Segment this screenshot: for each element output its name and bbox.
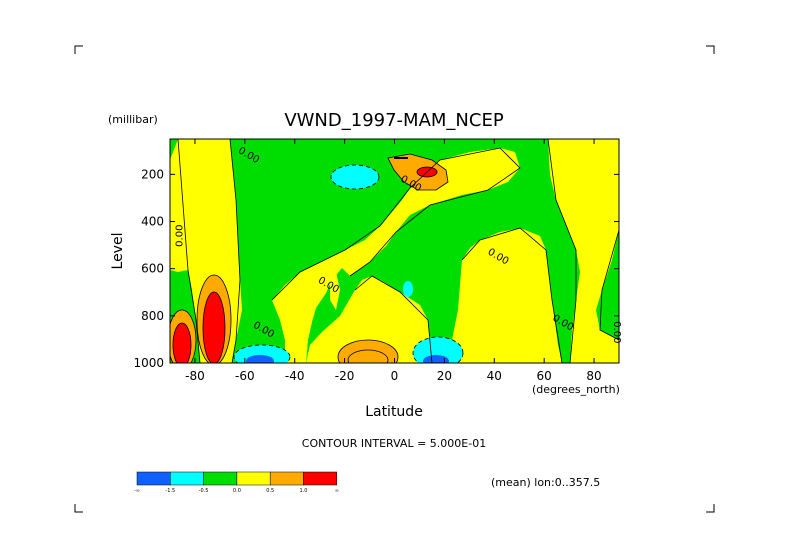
fill-yellow-mid — [440, 228, 562, 363]
colorbar-swatch — [236, 471, 271, 486]
y-tick-label: 400 — [141, 215, 164, 229]
contour-line — [202, 291, 226, 363]
mean-annotation: (mean) lon:0..357.5 — [491, 476, 600, 489]
contour-line-dashed — [412, 336, 464, 363]
fill-red-south-2 — [203, 292, 225, 363]
y-tick-label: 800 — [141, 309, 164, 323]
x-tick-label: 80 — [586, 369, 601, 383]
contour-line — [170, 309, 197, 363]
y-tick-label: 1000 — [133, 356, 164, 370]
colorbar-swatch — [170, 471, 204, 486]
y-axis-label: Level — [110, 233, 126, 270]
colorbar-label: 1.0 — [300, 488, 308, 494]
colorbar-swatch — [136, 471, 171, 486]
colorbar-label: -∞ — [134, 488, 140, 494]
contour-line — [354, 275, 433, 363]
contour-interval: CONTOUR INTERVAL = 5.000E-01 — [302, 437, 486, 450]
contour-line — [177, 139, 201, 363]
colorbar-label: 0.5 — [266, 488, 274, 494]
x-axis: -80 -60 -40 -20 0 20 40 60 80 — [185, 139, 602, 383]
contour-label: 0.00 — [174, 225, 185, 247]
fill-cyan-small — [403, 281, 413, 297]
fill-red-south-1 — [173, 323, 191, 363]
x-tick-label: -40 — [285, 369, 305, 383]
contour-line — [461, 227, 563, 363]
x-tick-label: -60 — [235, 369, 255, 383]
colorbar-label: 0.0 — [233, 488, 241, 494]
contour-fill — [170, 139, 619, 363]
fill-cyan-surface — [413, 337, 463, 363]
fill-yellow-west-small — [330, 272, 340, 310]
contour-line — [347, 349, 389, 363]
colorbar: -∞ -1.5 -0.5 0.0 0.5 1.0 ∞ — [134, 471, 339, 494]
contour-line-dashed — [330, 164, 380, 190]
x-tick-label: 20 — [437, 369, 452, 383]
y-tick-label: 200 — [141, 167, 164, 181]
colorbar-swatch — [303, 471, 338, 486]
chart-title: VWND_1997-MAM_NCEP — [284, 110, 504, 131]
crop-mark-bottom-right — [706, 504, 715, 513]
y-tick-label: 600 — [141, 262, 164, 276]
fill-blue-surface — [423, 355, 449, 363]
x-tick-label: -20 — [335, 369, 355, 383]
contour-line — [337, 339, 399, 363]
x-tick-label: 60 — [537, 369, 552, 383]
contour-line — [416, 166, 438, 178]
x-tick-label: -80 — [185, 369, 205, 383]
fill-orange-surface — [338, 340, 398, 363]
contour-line — [547, 139, 577, 363]
contour-line — [172, 322, 192, 363]
fill-yellow-band — [272, 148, 520, 363]
x-tick-label: 40 — [487, 369, 502, 383]
crop-mark-top-right — [706, 45, 715, 54]
fill-blue-south — [246, 355, 274, 363]
colorbar-label: ∞ — [335, 488, 339, 494]
colorbar-swatch — [203, 471, 238, 486]
crop-mark-bottom-left — [74, 504, 83, 513]
contour-line — [229, 139, 241, 363]
x-units: (degrees_north) — [532, 383, 620, 396]
colorbar-swatch — [269, 471, 304, 486]
contour-label: 0.00 — [611, 321, 622, 343]
contour-line-dashed — [233, 344, 291, 363]
contour-line — [599, 229, 619, 341]
contour-lines — [170, 139, 619, 363]
crop-mark-top-left — [74, 45, 83, 54]
x-tick-label: 0 — [391, 369, 399, 383]
y-axis: 200 400 600 800 1000 — [133, 167, 619, 370]
fill-cyan-upper — [331, 165, 379, 189]
fill-yellow-east — [548, 139, 619, 363]
y-units: (millibar) — [108, 113, 158, 126]
colorbar-label: -1.5 — [165, 488, 175, 494]
crop-marks — [74, 45, 715, 513]
fill-yellow-lower-centre — [306, 276, 432, 363]
x-axis-label: Latitude — [365, 404, 423, 420]
colorbar-label: -0.5 — [199, 488, 209, 494]
contour-line — [271, 147, 521, 301]
contour-line — [196, 274, 232, 363]
contour-line — [387, 153, 449, 191]
